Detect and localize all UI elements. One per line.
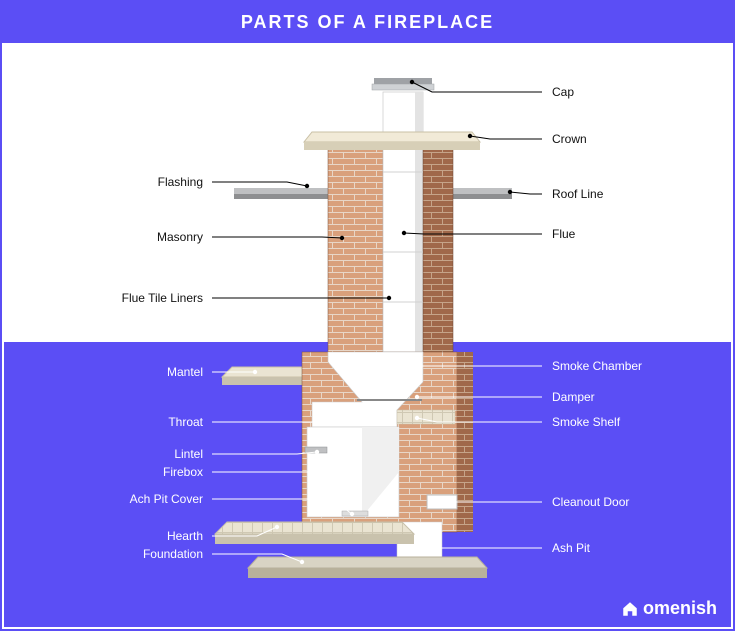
label-firebox: Firebox <box>163 465 203 479</box>
label-flue: Flue <box>552 227 575 241</box>
label-lintel: Lintel <box>174 447 203 461</box>
label-crown: Crown <box>552 132 587 146</box>
label-cleanout-door: Cleanout Door <box>552 495 629 509</box>
brand-text: omenish <box>643 598 717 619</box>
labels-layer: Cap Crown Roof Line Flue Smoke Chamber Damper… <box>2 2 733 629</box>
label-masonry: Masonry <box>157 230 203 244</box>
label-roof-line: Roof Line <box>552 187 603 201</box>
label-flue-tile-liners: Flue Tile Liners <box>122 291 203 305</box>
label-hearth: Hearth <box>167 529 203 543</box>
label-flashing: Flashing <box>158 175 203 189</box>
label-ash-pit: Ash Pit <box>552 541 590 555</box>
brand-logo: omenish <box>621 598 717 619</box>
label-smoke-shelf: Smoke Shelf <box>552 415 620 429</box>
label-smoke-chamber: Smoke Chamber <box>552 359 642 373</box>
label-damper: Damper <box>552 390 595 404</box>
label-cap: Cap <box>552 85 574 99</box>
label-throat: Throat <box>168 415 203 429</box>
label-foundation: Foundation <box>143 547 203 561</box>
label-ash-pit-cover: Ach Pit Cover <box>130 492 203 506</box>
house-icon <box>621 600 639 618</box>
label-mantel: Mantel <box>167 365 203 379</box>
